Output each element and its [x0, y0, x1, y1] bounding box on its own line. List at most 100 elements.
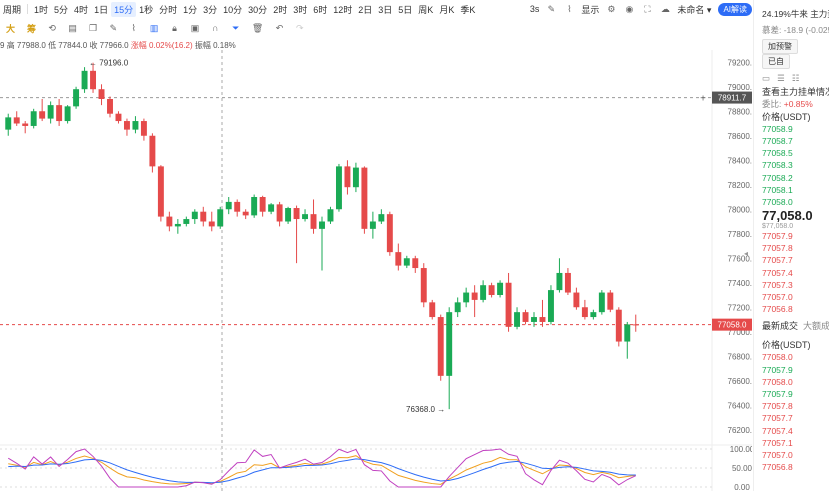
compare-icon[interactable]: ⟲: [48, 22, 56, 33]
pen-icon[interactable]: ✎: [109, 22, 118, 33]
bid-row[interactable]: 77057.7: [762, 255, 793, 266]
lock-icon[interactable]: 🔒︎: [172, 22, 177, 33]
style-icon[interactable]: ▤: [68, 22, 77, 33]
timeframe-2[interactable]: 5分: [54, 4, 69, 15]
timeframe-16[interactable]: 2日: [358, 4, 373, 15]
ask-row[interactable]: 77058.5: [762, 148, 793, 159]
ask-row[interactable]: 77058.7: [762, 135, 793, 146]
trade-row: 77057.0: [762, 449, 793, 460]
cloud-icon[interactable]: ☁: [660, 3, 670, 14]
candle-body: [30, 111, 37, 126]
timeframe-3[interactable]: 4时: [74, 4, 89, 15]
candle-body: [225, 201, 232, 210]
layout-name[interactable]: 未命名 ▾: [677, 4, 712, 15]
bid-row[interactable]: 77056.8: [762, 304, 793, 315]
top-notice[interactable]: 24.19%牛来 主力资金童: [762, 9, 829, 19]
ask-row[interactable]: 77058.3: [762, 160, 793, 171]
candle-body: [352, 167, 359, 188]
timeframe-18[interactable]: 5日: [398, 4, 413, 15]
candle-body: [522, 312, 529, 322]
ai-interpret-button[interactable]: AI解读: [718, 2, 752, 16]
candle-body: [395, 252, 402, 266]
redo-icon[interactable]: ↷: [296, 22, 304, 33]
trade-list: 77058.0 77057.9 77058.0 77057.9 77057.8 77057…: [754, 351, 829, 473]
candle-body: [140, 121, 147, 136]
ask-row[interactable]: 77058.9: [762, 123, 793, 134]
candlestick-chart[interactable]: 79200.0 79000.0 78800.0 78600.0 78400.0 78200…: [0, 50, 752, 491]
candle-body: [454, 302, 461, 313]
timeframe-7[interactable]: 分时: [159, 4, 178, 15]
candle-body: [480, 285, 487, 300]
indicators-icon[interactable]: ⌇: [567, 3, 572, 14]
display-menu[interactable]: 显示: [581, 4, 600, 15]
bid-row[interactable]: 77057.9: [762, 231, 793, 242]
oscillator-tick-label: 0.00: [734, 483, 750, 491]
added-button[interactable]: 已自: [762, 54, 790, 70]
add-alert-button[interactable]: 加预警: [762, 39, 798, 55]
current-price-label: 77058.0: [718, 321, 747, 330]
indicator-big-label[interactable]: 大: [6, 23, 16, 34]
bid-row[interactable]: 77057.3: [762, 279, 793, 290]
pencil-icon[interactable]: ✎: [547, 3, 556, 14]
candle-body: [208, 221, 215, 227]
magnet-icon[interactable]: ∩: [212, 23, 219, 33]
list-icon[interactable]: ☰: [777, 73, 785, 84]
trade-row: 77058.0: [762, 352, 793, 363]
settings-icon[interactable]: ⚙: [607, 3, 616, 14]
timeframe-8[interactable]: 1分: [183, 4, 198, 15]
candle-body: [200, 211, 207, 222]
timeframe-4[interactable]: 1日: [94, 4, 109, 15]
copy-icon[interactable]: ❐: [89, 22, 98, 33]
price-chart[interactable]: 79200.0 79000.0 78800.0 78600.0 78400.0 78200…: [0, 50, 752, 491]
fullscreen-icon[interactable]: ⛶: [644, 3, 651, 14]
ask-row[interactable]: 77058.1: [762, 184, 793, 195]
timeframe-10[interactable]: 10分: [223, 4, 243, 15]
crosshair-price-tag: [712, 91, 752, 104]
list-alt-icon[interactable]: ☷: [791, 73, 800, 84]
candle-body: [335, 166, 342, 210]
candle-body: [446, 312, 453, 376]
trade-row: 77057.1: [762, 437, 793, 448]
candle-body: [47, 105, 54, 119]
candle-body: [319, 221, 325, 229]
timeframe-11[interactable]: 30分: [248, 4, 268, 15]
screenshot-icon[interactable]: ▣: [190, 22, 200, 33]
timeframe-5[interactable]: 15分: [111, 1, 137, 17]
candle-body: [573, 292, 580, 308]
y-tick-label: 77800.0: [728, 230, 752, 239]
timeframe-12[interactable]: 2时: [273, 4, 288, 15]
layout-icon[interactable]: ▭: [762, 73, 771, 84]
ask-row[interactable]: 77058.0: [762, 196, 793, 207]
trades-tab[interactable]: 最新成交: [762, 321, 799, 332]
timeframe-0[interactable]: 周期: [3, 4, 22, 15]
timeframe-17[interactable]: 3日: [378, 4, 393, 15]
section-title[interactable]: 查看主力挂单情况: [762, 86, 829, 97]
bid-row[interactable]: 77057.0: [762, 292, 793, 302]
filter-icon[interactable]: ⏷: [232, 22, 240, 33]
bid-row[interactable]: 77057.8: [762, 243, 793, 254]
candle-body: [191, 211, 198, 220]
timeframe-6[interactable]: 1秒: [139, 4, 154, 15]
candle-body: [607, 292, 614, 310]
timeframe-20[interactable]: 月K: [439, 4, 455, 15]
candles-icon[interactable]: ▥: [149, 22, 159, 33]
timeframe-13[interactable]: 3时: [293, 4, 308, 15]
ask-row[interactable]: 77058.2: [762, 172, 793, 183]
trade-row: 77057.9: [762, 388, 793, 399]
candle-body: [378, 214, 385, 222]
timeframe-15[interactable]: 12时: [333, 4, 353, 15]
timeframe-19[interactable]: 周K: [418, 4, 434, 15]
camera-icon[interactable]: ◉: [625, 3, 634, 14]
bid-row[interactable]: 77057.4: [762, 267, 793, 278]
undo-icon[interactable]: ↶: [275, 22, 284, 33]
timeframe-9[interactable]: 3分: [203, 4, 218, 15]
timeframe-14[interactable]: 6时: [313, 4, 328, 15]
ruler-icon[interactable]: ⌇: [131, 22, 136, 33]
trash-icon[interactable]: 🗑︎: [251, 22, 264, 33]
timeframe-21[interactable]: 季K: [460, 4, 476, 15]
indicator-chip-label[interactable]: 筹: [27, 23, 37, 34]
large-trades-tab[interactable]: 大额成: [803, 321, 829, 332]
candle-body: [166, 216, 173, 227]
timeframe-1[interactable]: 1时: [34, 4, 49, 15]
candle-body: [302, 214, 309, 220]
